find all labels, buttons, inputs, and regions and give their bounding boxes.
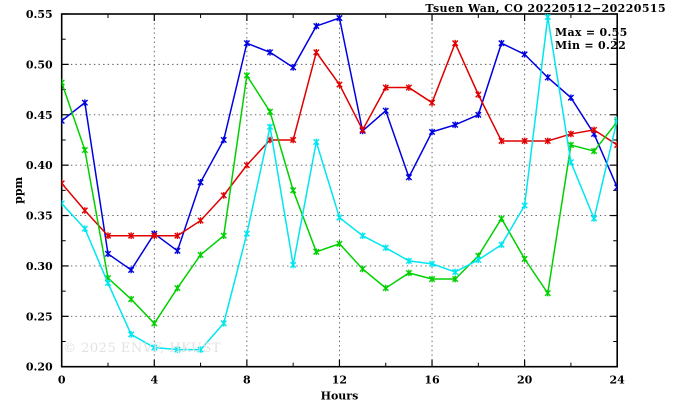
y-tick-label: 0.35 <box>26 210 53 223</box>
x-tick-label: 16 <box>424 374 440 387</box>
data-point-marker <box>614 116 618 121</box>
x-tick-label: 4 <box>150 374 158 387</box>
series-20220515 <box>61 14 618 353</box>
series-20220514 <box>61 72 618 327</box>
data-point-marker <box>614 141 618 146</box>
watermark: © 2025 ENVF, HKUST <box>63 341 221 356</box>
x-tick-label: 8 <box>243 374 251 387</box>
y-tick-label: 0.50 <box>26 58 53 71</box>
x-tick-label: 0 <box>58 374 66 387</box>
series-20220513 <box>61 39 618 239</box>
legend-min-label: Min = 0.22 <box>555 39 627 52</box>
data-point-marker <box>614 184 618 189</box>
data-point-marker <box>61 81 65 86</box>
data-point-marker <box>61 202 65 207</box>
data-point-marker <box>614 144 618 149</box>
data-point-marker <box>614 186 618 191</box>
data-series-group <box>61 14 618 353</box>
data-point-marker <box>614 118 618 123</box>
data-point-marker <box>614 118 618 124</box>
data-point-marker <box>614 120 618 126</box>
data-point-marker <box>61 182 65 187</box>
y-axis-title: ppm <box>12 176 25 203</box>
x-axis-title: Hours <box>321 390 359 403</box>
y-tick-label: 0.30 <box>26 260 53 273</box>
data-point-marker <box>61 117 65 122</box>
data-point-marker <box>61 119 65 125</box>
y-tick-label: 0.45 <box>26 109 53 122</box>
x-tick-label: 20 <box>517 374 533 387</box>
axis-tick-labels: 0.20 0.25 0.30 0.35 0.40 0.45 0.50 0.55 0 4 8 12 16 2… <box>12 8 625 403</box>
data-point-marker <box>61 79 65 84</box>
data-point-marker <box>61 200 65 205</box>
legend-max-label: Max = 0.55 <box>555 26 628 39</box>
y-tick-label: 0.55 <box>26 8 53 21</box>
x-tick-label: 12 <box>332 374 347 387</box>
legend: Max = 0.55 Min = 0.22 <box>555 26 628 52</box>
y-tick-label: 0.25 <box>26 310 53 323</box>
chart-title: Tsuen Wan, CO 20220512−20220515 <box>425 2 666 15</box>
x-tick-label: 24 <box>610 374 626 387</box>
y-tick-label: 0.20 <box>26 361 53 374</box>
gridlines <box>61 14 618 367</box>
y-tick-label: 0.40 <box>26 159 53 172</box>
data-point-marker <box>61 180 65 185</box>
